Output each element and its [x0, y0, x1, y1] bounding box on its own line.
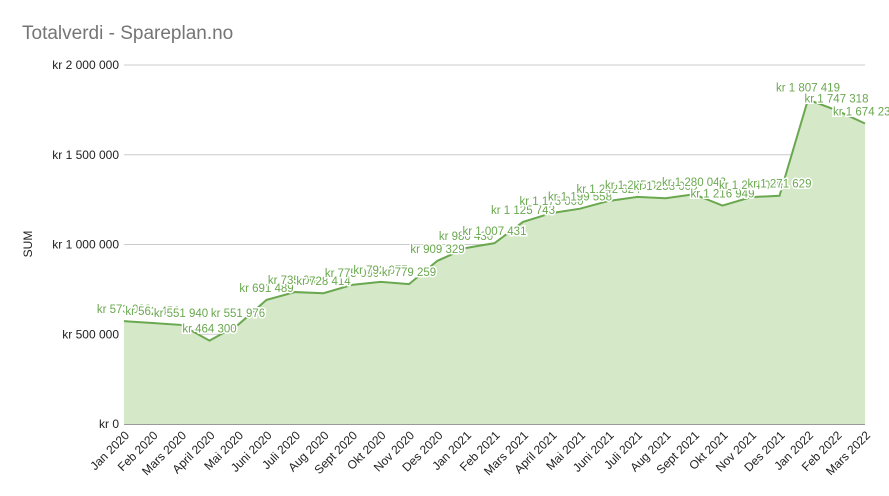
data-label: kr 1 807 419: [776, 83, 840, 95]
data-label: kr 775 000: [325, 268, 379, 280]
chart-title: Totalverdi - Spareplan.no: [22, 23, 233, 44]
y-axis-label: SUM: [21, 231, 35, 258]
data-label: kr 1 747 318: [805, 93, 869, 105]
data-label: kr 551 976: [211, 308, 265, 320]
y-tick-label: kr 1 500 000: [52, 148, 119, 162]
data-label: kr 1 242 624: [577, 184, 642, 196]
data-label: kr 562 456: [125, 306, 179, 318]
data-label: kr 1 199 558: [548, 192, 612, 204]
data-label: kr 1 125 743: [491, 205, 555, 217]
data-label: kr 573 000: [97, 304, 151, 316]
data-label: kr 1 674 230: [833, 106, 889, 118]
data-label: kr 980 430: [439, 231, 493, 243]
data-label: kr 1 258 000: [634, 181, 698, 193]
data-label: kr 792 077: [353, 265, 407, 277]
y-tick-label: kr 500 000: [62, 327, 119, 341]
data-label: kr 1 175 000: [520, 196, 584, 208]
data-label: kr 1 271 629: [748, 179, 812, 191]
data-label: kr 735 000: [268, 275, 322, 287]
data-label: kr 1 264 000: [719, 180, 783, 192]
data-label: kr 1 280 043: [662, 177, 726, 189]
data-label: kr 464 300: [182, 324, 236, 336]
data-label: kr 551 940: [154, 308, 208, 320]
y-tick-label: kr 2 000 000: [52, 58, 119, 72]
y-tick-label: kr 1 000 000: [52, 238, 119, 252]
data-label: kr 779 259: [382, 267, 436, 279]
data-label: kr 1 007 431: [463, 226, 527, 238]
data-label: kr 691 489: [239, 283, 293, 295]
area: [124, 99, 865, 424]
data-label: kr 1 265 000: [605, 180, 669, 192]
data-label: kr 1 216 949: [691, 189, 755, 201]
line: [123, 98, 866, 342]
data-label: kr 728 414: [296, 276, 351, 288]
y-tick-label: kr 0: [99, 417, 119, 431]
data-label: kr 909 329: [410, 244, 464, 256]
